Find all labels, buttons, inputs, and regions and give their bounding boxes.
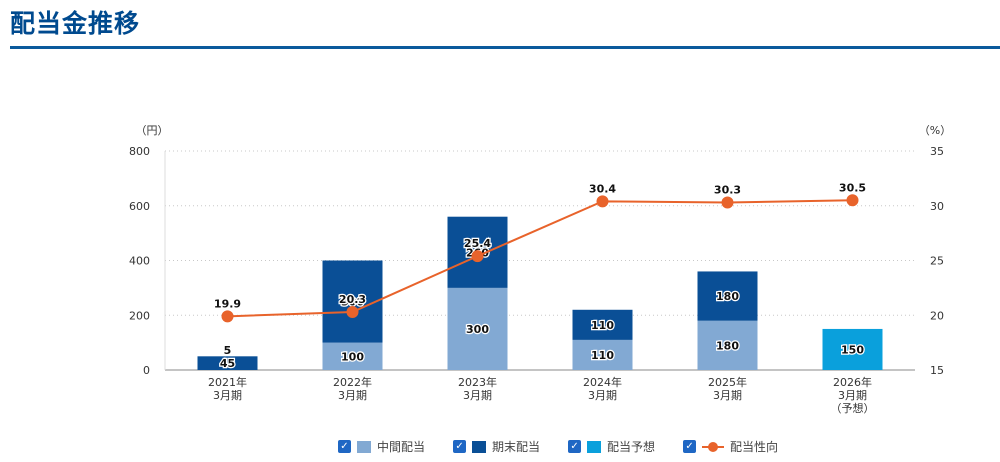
bar-期末配当	[572, 309, 633, 340]
x-tick-label: 2026年	[833, 375, 872, 389]
x-tick-label: 3月期	[338, 389, 367, 402]
x-tick-label: （予想）	[831, 401, 875, 415]
legend-label-interim: 中間配当	[377, 440, 426, 454]
x-tick-label: 2025年	[708, 375, 747, 389]
right-tick-label: 25	[930, 255, 944, 268]
payout-ratio-label: 25.4	[464, 237, 491, 250]
bar-中間配当	[697, 320, 758, 370]
bar-配当予想	[822, 328, 883, 370]
right-tick-label: 30	[930, 200, 944, 213]
bar-期末配当	[322, 260, 383, 343]
legend-item-forecast[interactable]: ✓ 配当予想	[568, 438, 655, 455]
payout-ratio-label: 20.3	[339, 293, 366, 306]
payout-ratio-line	[227, 199, 853, 318]
legend-item-payout-ratio[interactable]: ✓ 配当性向	[683, 438, 778, 455]
x-tick-label: 3月期	[838, 389, 867, 402]
legend-item-interim[interactable]: ✓ 中間配当	[338, 438, 425, 455]
x-tick-label: 2022年	[333, 375, 372, 389]
checkbox-icon[interactable]: ✓	[568, 440, 582, 453]
legend: ✓ 中間配当 ✓ 期末配当 ✓ 配当予想 ✓ 配当性向	[338, 438, 778, 455]
right-tick-label: 20	[930, 309, 944, 322]
left-axis-unit: （円）	[136, 124, 169, 137]
payout-ratio-label: 30.3	[714, 183, 741, 196]
bar-value-label: 150	[841, 343, 864, 356]
left-tick-label: 800	[129, 145, 150, 158]
bar-中間配当	[322, 342, 383, 370]
bar-value-label: 100	[341, 350, 364, 363]
legend-label-forecast: 配当予想	[607, 440, 656, 454]
checkbox-icon[interactable]: ✓	[453, 440, 467, 453]
left-tick-label: 400	[129, 255, 150, 268]
payout-ratio-label: 19.9	[214, 297, 241, 310]
bar-value-label: 45	[220, 357, 235, 370]
x-tick-label: 3月期	[463, 389, 492, 402]
left-tick-label: 0	[143, 364, 150, 377]
title-divider	[10, 46, 1000, 49]
bar-value-label: 5	[224, 344, 232, 357]
bar-value-label: 110	[591, 349, 614, 362]
payout-ratio-point	[471, 250, 484, 263]
legend-swatch-year-end	[472, 440, 487, 453]
legend-label-year-end: 期末配当	[492, 440, 541, 454]
payout-ratio-point	[596, 195, 609, 208]
bar-value-label: 110	[591, 319, 614, 332]
x-tick-label: 3月期	[213, 389, 242, 402]
payout-ratio-point	[221, 310, 234, 323]
legend-label-payout-ratio: 配当性向	[730, 440, 779, 454]
payout-ratio-label: 30.4	[589, 182, 616, 195]
checkbox-icon[interactable]: ✓	[338, 440, 351, 453]
bar-value-label: 300	[466, 323, 489, 336]
bar-期末配当	[197, 356, 258, 370]
page-title: 配当金推移	[10, 9, 141, 38]
right-tick-label: 35	[930, 145, 944, 158]
left-tick-label: 600	[129, 200, 150, 213]
x-tick-label: 3月期	[588, 389, 617, 402]
right-axis-unit: （%）	[919, 124, 951, 137]
x-tick-label: 2024年	[583, 375, 622, 389]
legend-swatch-payout-ratio	[702, 441, 725, 453]
legend-swatch-interim	[357, 440, 371, 453]
bar-中間配当	[447, 287, 508, 370]
x-tick-label: 2023年	[458, 375, 497, 389]
x-tick-label: 2021年	[208, 375, 247, 389]
payout-ratio-point	[346, 305, 359, 318]
left-tick-label: 200	[129, 309, 150, 322]
bar-value-label: 300	[341, 296, 364, 309]
bar-期末配当	[697, 271, 758, 321]
payout-ratio-point	[846, 194, 859, 207]
bar-value-label: 180	[716, 290, 739, 303]
bar-value-label: 180	[716, 339, 739, 352]
right-tick-label: 15	[930, 364, 944, 377]
payout-ratio-point	[721, 196, 734, 209]
legend-swatch-forecast	[587, 440, 602, 453]
checkbox-icon[interactable]: ✓	[683, 440, 697, 453]
payout-ratio-label: 30.5	[839, 181, 866, 194]
legend-item-year-end[interactable]: ✓ 期末配当	[453, 438, 540, 455]
bar-中間配当	[572, 339, 633, 370]
x-tick-label: 3月期	[713, 389, 742, 402]
